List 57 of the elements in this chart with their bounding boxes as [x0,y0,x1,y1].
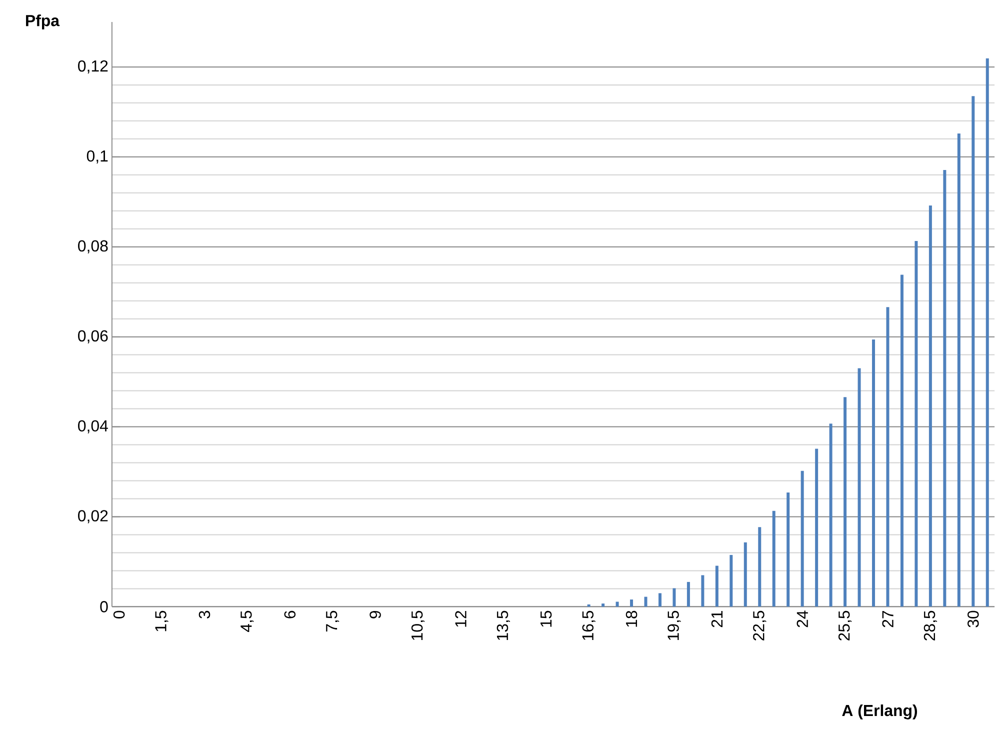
bar [686,582,690,607]
bar [772,511,776,607]
x-tick-label: 7,5 [326,611,340,632]
x-tick-label: 19,5 [668,611,681,640]
x-axis-title: A (Erlang) [842,704,918,720]
x-tick-label: 12 [455,611,466,627]
bar [872,340,876,607]
y-tick-label: 0,08 [78,240,108,254]
bar [858,368,861,607]
x-tick-label: 18 [626,611,638,627]
bar [943,170,946,607]
bar [730,555,733,607]
x-tick-label: 30 [968,611,979,628]
bar [602,604,605,607]
x-tick-label: 28,5 [924,611,938,641]
bar [658,593,662,607]
bar [886,307,890,607]
x-tick-label: 0 [113,611,125,619]
bar [744,542,747,607]
bar [986,58,989,607]
bar [829,424,832,607]
x-tick-label: 1,5 [155,611,168,632]
x-tick-label: 25,5 [838,611,852,641]
x-tick-label: 6 [284,611,296,618]
y-tick-label: 0,02 [78,510,108,524]
bar [800,471,804,607]
bar [928,206,932,607]
x-tick-label: 21 [711,611,722,628]
x-tick-label: 22,5 [753,611,766,641]
x-tick-label: 10,5 [411,611,425,640]
bar [786,492,790,607]
bar [844,397,847,607]
bar [701,575,704,607]
y-tick-label: 0,12 [78,60,108,74]
bar [900,274,904,607]
y-tick-label: 0,04 [78,420,108,434]
bar [914,241,918,607]
x-tick-label: 9 [370,611,381,618]
bar [644,596,648,607]
bar [972,96,975,607]
x-tick-label: 15 [540,611,552,627]
bar [672,588,676,607]
x-tick-label: 27 [882,611,894,628]
y-tick-label: 0,06 [78,330,108,344]
x-tick-label: 16,5 [582,611,596,640]
bar [957,134,960,607]
x-tick-label: 13,5 [496,611,510,640]
bar [715,566,718,607]
bar [616,602,619,607]
bar [815,449,818,607]
bar [630,600,634,607]
y-axis-title: Pfpa [26,14,60,30]
x-tick-label: 24 [796,610,808,628]
y-tick-label: 0,1 [86,150,108,164]
x-tick-label: 4,5 [240,611,254,632]
x-tick-label: 3 [198,611,210,619]
bar [758,527,762,607]
